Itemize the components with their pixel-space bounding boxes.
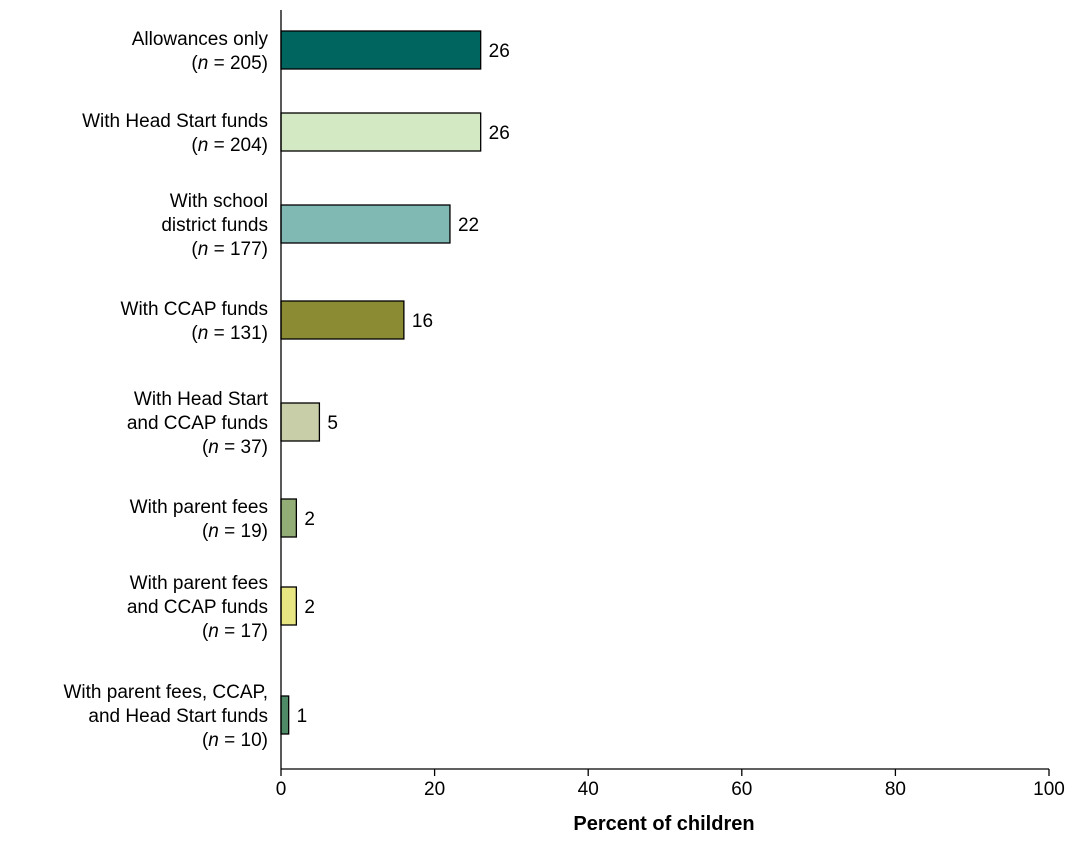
bar-2 bbox=[280, 112, 482, 152]
category-label-8: With parent fees, CCAP, and Head Start fu… bbox=[63, 682, 268, 751]
x-tick-label-20: 20 bbox=[424, 779, 445, 800]
value-label-7: 2 bbox=[304, 597, 315, 618]
value-label-5: 5 bbox=[327, 413, 338, 434]
bar-1 bbox=[280, 30, 482, 70]
category-label-6: With parent fees (n = 19) bbox=[130, 497, 268, 542]
category-label-7: With parent fees and CCAP funds (n = 17) bbox=[127, 573, 268, 642]
value-label-4: 16 bbox=[412, 311, 433, 332]
bar-5 bbox=[280, 402, 321, 442]
category-label-3: With school district funds (n = 177) bbox=[161, 191, 268, 260]
bar-7 bbox=[280, 586, 298, 626]
bar-8 bbox=[280, 695, 290, 735]
category-label-5: With Head Start and CCAP funds (n = 37) bbox=[127, 389, 269, 458]
value-label-6: 2 bbox=[304, 509, 315, 530]
x-tick-label-40: 40 bbox=[578, 779, 599, 800]
category-label-2: With Head Start funds (n = 204) bbox=[82, 111, 268, 156]
bar-3 bbox=[280, 204, 451, 244]
x-tick-label-100: 100 bbox=[1033, 779, 1065, 800]
value-label-8: 1 bbox=[297, 706, 308, 727]
bars-layer bbox=[280, 30, 482, 735]
x-tick-label-60: 60 bbox=[731, 779, 752, 800]
category-label-1: Allowances only (n = 205) bbox=[132, 29, 269, 74]
value-label-2: 26 bbox=[489, 123, 510, 144]
category-label-4: With CCAP funds (n = 131) bbox=[121, 299, 268, 344]
bar-6 bbox=[280, 498, 298, 538]
x-ticks-layer: 0 20 40 60 80 100 bbox=[276, 769, 1065, 800]
bar-4 bbox=[280, 300, 405, 340]
x-tick-label-80: 80 bbox=[885, 779, 906, 800]
x-axis-title: Percent of children bbox=[573, 813, 754, 835]
x-tick-label-0: 0 bbox=[276, 779, 287, 800]
category-labels-layer: Allowances only (n = 205) With Head Start … bbox=[63, 29, 268, 751]
value-label-3: 22 bbox=[458, 215, 479, 236]
value-label-1: 26 bbox=[489, 41, 510, 62]
